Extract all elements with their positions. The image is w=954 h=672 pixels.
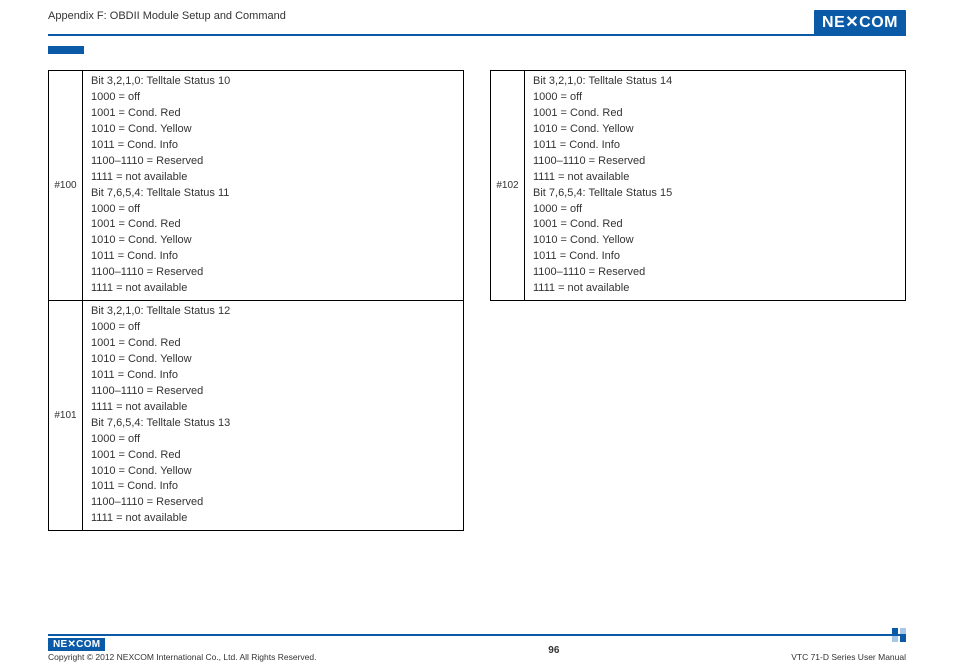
- spec-line: 1001 = Cond. Red: [91, 217, 457, 233]
- spec-line: Bit 3,2,1,0: Telltale Status 12: [91, 304, 457, 320]
- footer-left: NE✕COM Copyright © 2012 NEXCOM Internati…: [48, 638, 316, 662]
- spec-line: 1100–1110 = Reserved: [91, 265, 457, 281]
- spec-line: 1001 = Cond. Red: [91, 106, 457, 122]
- spec-line: 1100–1110 = Reserved: [91, 154, 457, 170]
- table-row: #101Bit 3,2,1,0: Telltale Status 121000 …: [49, 301, 464, 531]
- row-body-cell: Bit 3,2,1,0: Telltale Status 101000 = of…: [83, 71, 464, 301]
- spec-line: Bit 7,6,5,4: Telltale Status 11: [91, 186, 457, 202]
- content-columns: #100Bit 3,2,1,0: Telltale Status 101000 …: [48, 70, 906, 622]
- row-body-cell: Bit 3,2,1,0: Telltale Status 141000 = of…: [525, 71, 906, 301]
- spec-line: 1111 = not available: [533, 170, 899, 186]
- spec-line: 1111 = not available: [533, 281, 899, 297]
- spec-line: 1001 = Cond. Red: [533, 217, 899, 233]
- spec-line: 1000 = off: [533, 202, 899, 218]
- left-table: #100Bit 3,2,1,0: Telltale Status 101000 …: [48, 70, 464, 531]
- right-table: #102Bit 3,2,1,0: Telltale Status 141000 …: [490, 70, 906, 301]
- spec-line: 1100–1110 = Reserved: [91, 495, 457, 511]
- page-footer: NE✕COM Copyright © 2012 NEXCOM Internati…: [48, 634, 906, 662]
- footer-copyright: Copyright © 2012 NEXCOM International Co…: [48, 652, 316, 662]
- spec-line: 1000 = off: [91, 432, 457, 448]
- spec-line: 1001 = Cond. Red: [91, 336, 457, 352]
- table-row: #102Bit 3,2,1,0: Telltale Status 141000 …: [491, 71, 906, 301]
- spec-line: 1011 = Cond. Info: [91, 138, 457, 154]
- spec-line: 1011 = Cond. Info: [533, 138, 899, 154]
- spec-line: 1111 = not available: [91, 281, 457, 297]
- header-title: Appendix F: OBDII Module Setup and Comma…: [48, 10, 286, 22]
- spec-line: 1111 = not available: [91, 511, 457, 527]
- table-row: #100Bit 3,2,1,0: Telltale Status 101000 …: [49, 71, 464, 301]
- row-body-cell: Bit 3,2,1,0: Telltale Status 121000 = of…: [83, 301, 464, 531]
- spec-line: 1000 = off: [91, 90, 457, 106]
- header-accent-block: [48, 46, 84, 54]
- nexcom-logo: NE✕COM: [814, 10, 906, 35]
- spec-line: Bit 3,2,1,0: Telltale Status 14: [533, 74, 899, 90]
- spec-line: 1111 = not available: [91, 400, 457, 416]
- spec-line: 1001 = Cond. Red: [91, 448, 457, 464]
- spec-line: Bit 7,6,5,4: Telltale Status 15: [533, 186, 899, 202]
- spec-line: 1000 = off: [91, 202, 457, 218]
- spec-line: 1011 = Cond. Info: [533, 249, 899, 265]
- spec-line: 1000 = off: [533, 90, 899, 106]
- spec-line: 1011 = Cond. Info: [91, 479, 457, 495]
- spec-line: 1010 = Cond. Yellow: [533, 122, 899, 138]
- spec-line: 1100–1110 = Reserved: [91, 384, 457, 400]
- spec-line: 1011 = Cond. Info: [91, 249, 457, 265]
- row-id-cell: #100: [49, 71, 83, 301]
- left-column: #100Bit 3,2,1,0: Telltale Status 101000 …: [48, 70, 464, 622]
- spec-line: Bit 7,6,5,4: Telltale Status 13: [91, 416, 457, 432]
- spec-line: 1011 = Cond. Info: [91, 368, 457, 384]
- footer-doc-title: VTC 71-D Series User Manual: [791, 652, 906, 662]
- spec-line: 1010 = Cond. Yellow: [91, 352, 457, 368]
- footer-page-number: 96: [548, 645, 559, 656]
- spec-line: 1001 = Cond. Red: [533, 106, 899, 122]
- spec-line: 1010 = Cond. Yellow: [91, 464, 457, 480]
- spec-line: Bit 3,2,1,0: Telltale Status 10: [91, 74, 457, 90]
- spec-line: 1010 = Cond. Yellow: [533, 233, 899, 249]
- row-id-cell: #102: [491, 71, 525, 301]
- right-column: #102Bit 3,2,1,0: Telltale Status 141000 …: [490, 70, 906, 622]
- row-id-cell: #101: [49, 301, 83, 531]
- spec-line: 1010 = Cond. Yellow: [91, 122, 457, 138]
- page-header: Appendix F: OBDII Module Setup and Comma…: [48, 10, 906, 36]
- spec-line: 1000 = off: [91, 320, 457, 336]
- spec-line: 1111 = not available: [91, 170, 457, 186]
- footer-logo: NE✕COM: [48, 638, 105, 651]
- spec-line: 1100–1110 = Reserved: [533, 154, 899, 170]
- spec-line: 1010 = Cond. Yellow: [91, 233, 457, 249]
- spec-line: 1100–1110 = Reserved: [533, 265, 899, 281]
